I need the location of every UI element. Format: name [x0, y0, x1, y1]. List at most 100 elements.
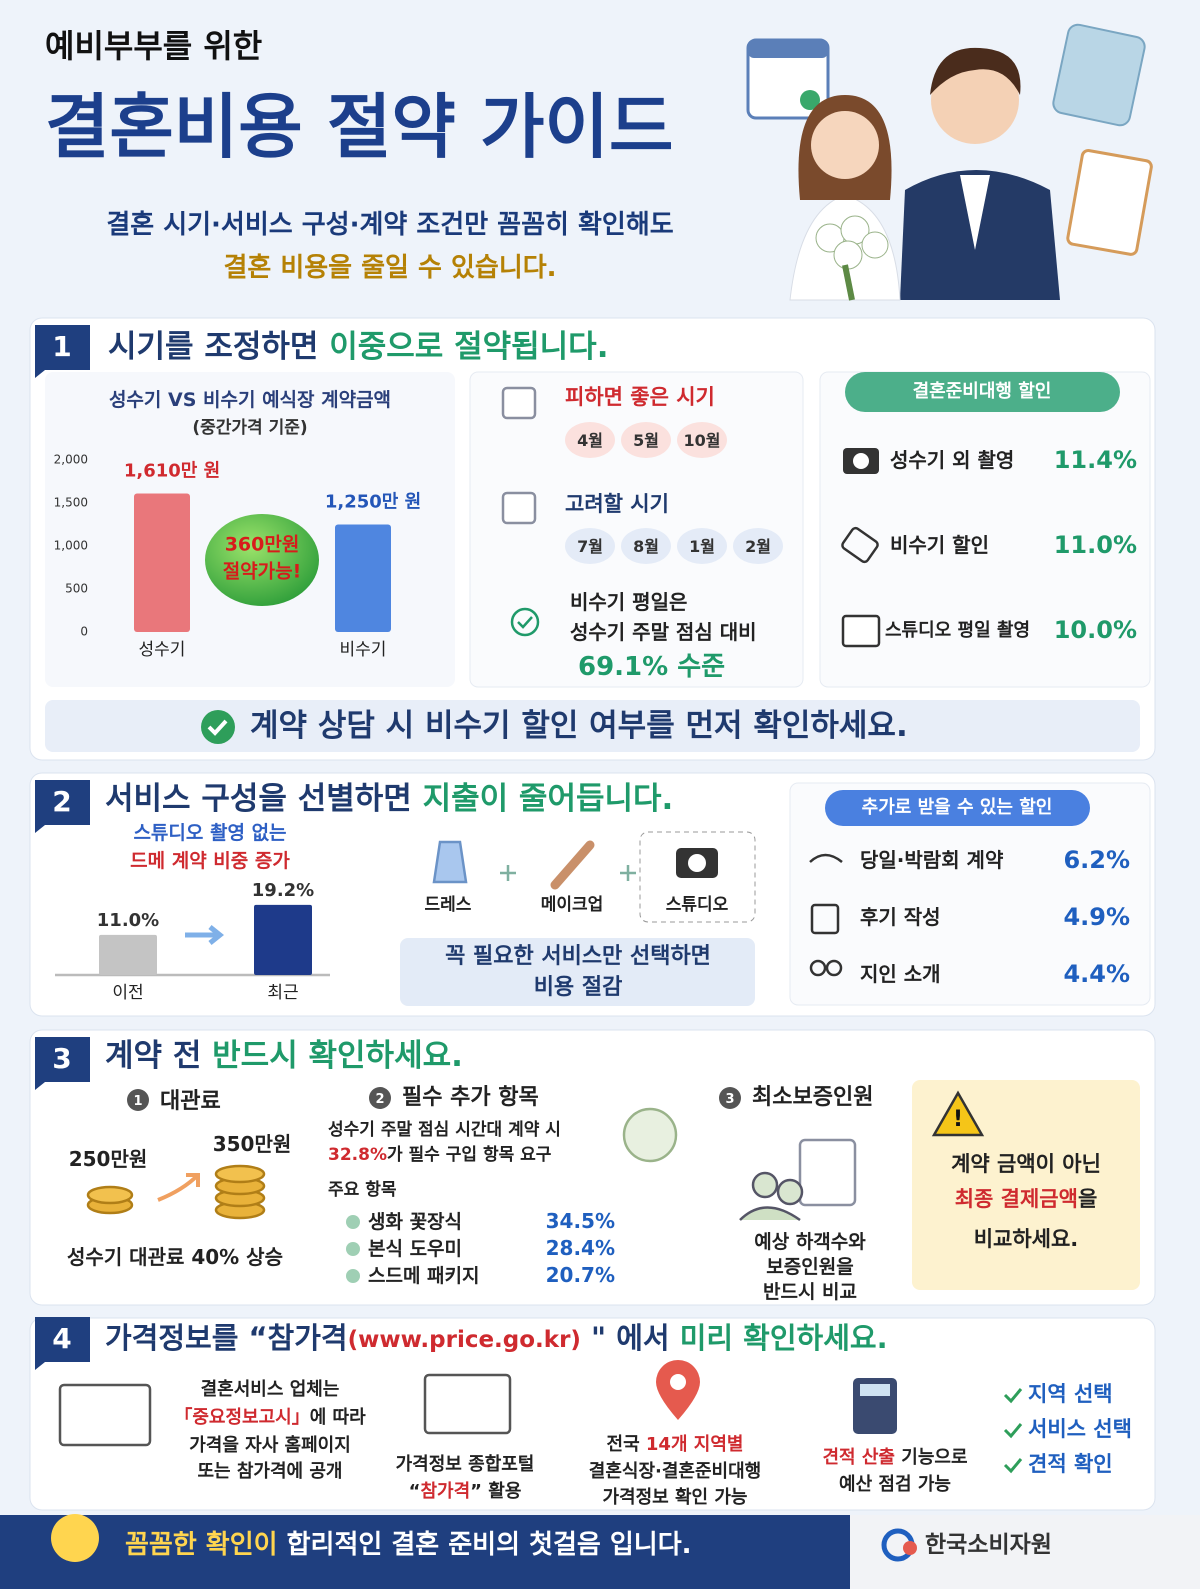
month-part: 8월: [633, 537, 659, 556]
section-number: 2: [52, 785, 71, 818]
makeup-icon: [550, 840, 595, 890]
note-box: [400, 938, 755, 1006]
month-pill: [677, 422, 727, 458]
item-text: 성수기 주말 점심 시간대 계약 시: [328, 1119, 561, 1140]
discount-label-part: 후기 작성: [860, 905, 941, 929]
footer-message-part: 합리적인 결혼 준비의 첫걸음 입니다.: [278, 1530, 692, 1560]
price: 250만원: [69, 1147, 148, 1171]
footer-message: 꼼꼼한 확인이 합리적인 결혼 준비의 첫걸음 입니다.: [125, 1530, 692, 1560]
info-text: 전국 14개 지역별: [607, 1434, 744, 1455]
step: 지역 선택: [1028, 1382, 1113, 1406]
y-tick-label: 1,500: [54, 496, 88, 510]
section-badge: [35, 1037, 90, 1090]
org-name: 한국소비자원: [925, 1532, 1052, 1558]
discount-label: 성수기 외 촬영: [890, 448, 1014, 472]
discount-label-part: 지인 소개: [860, 962, 941, 986]
service-label: 드레스: [425, 895, 472, 915]
warning-text-part: 계약 금액이 아닌: [951, 1152, 1101, 1176]
list-label: 스드메 패키지: [368, 1265, 480, 1287]
month: 2월: [745, 537, 771, 556]
people-icon: [809, 959, 827, 977]
section-number: 1: [52, 330, 71, 363]
item-note: 예상 하객수와: [754, 1231, 866, 1253]
info-text-part: 참가격: [420, 1481, 470, 1502]
discount-label-part: 스튜디오 평일 촬영: [885, 620, 1030, 641]
check-icon: [510, 607, 540, 637]
pill-title-part: 추가로 받을 수 있는 할인: [862, 796, 1053, 818]
discount-value: 11.4%: [1054, 446, 1137, 474]
service-label: 스튜디오: [666, 895, 729, 915]
section-title: 가격정보를 “참가격(www.price.go.kr) " 에서 미리 확인하세…: [105, 1321, 888, 1355]
y-tick-label: 0: [80, 625, 88, 639]
calendar-icon: [501, 491, 537, 525]
annotation: 절약가능!: [223, 561, 302, 583]
section-title-part: 계약 전: [105, 1038, 212, 1074]
item-title: 대관료: [160, 1089, 221, 1114]
warning-icon: [931, 1090, 985, 1137]
section-title-part: 반드시 확인하세요.: [212, 1038, 463, 1074]
info-text-part: 「중요정보고시」: [174, 1406, 309, 1428]
note-part: 비용 절감: [534, 975, 623, 1000]
month-part: 2월: [745, 537, 771, 556]
camera-lens: [688, 854, 706, 872]
info-text-part: “: [409, 1481, 421, 1502]
bullet: [346, 1215, 360, 1229]
people-icon: [825, 959, 843, 977]
chart-title: 스튜디오 촬영 없는: [133, 822, 286, 844]
warning-symbol-part: !: [953, 1107, 963, 1132]
month-pill: [733, 528, 783, 564]
bar: [99, 934, 157, 975]
value-label: 1,610만 원: [124, 461, 220, 482]
bullet: [346, 1242, 360, 1256]
value-label: 1,250만 원: [325, 492, 421, 513]
section-title-part: 시기를 조정하면: [108, 329, 329, 365]
bar: [254, 904, 312, 975]
bouquet: [815, 215, 889, 301]
month-part: 7월: [577, 537, 603, 556]
discount-value-part: 6.2%: [1063, 846, 1130, 874]
discount-value-part: 11.0%: [1054, 531, 1137, 559]
month-part: 5월: [633, 431, 659, 450]
service-label-part: 메이크업: [541, 895, 604, 915]
x-tick-label: 비수기: [340, 640, 387, 660]
pill-title-part: 결혼준비대행 할인: [913, 380, 1052, 402]
logo-dot: [903, 1541, 917, 1555]
camera-lens: [853, 453, 869, 469]
month-pill: [621, 422, 671, 458]
list-value: 34.5%: [546, 1209, 615, 1233]
item-title-part: 필수 추가 항목: [402, 1085, 539, 1110]
tag-icon: [841, 526, 879, 564]
item-note-part: 예상 하객수와: [754, 1231, 866, 1253]
discount-value-part: 4.9%: [1063, 903, 1130, 931]
item-title: 최소보증인원: [752, 1085, 873, 1110]
calculator-screen: [860, 1384, 890, 1396]
discount-value: 11.0%: [1054, 531, 1137, 559]
list-label-part: 스드메 패키지: [368, 1265, 480, 1287]
marker-number: 2: [375, 1092, 384, 1107]
note-part: 비수기 평일은: [570, 590, 687, 614]
section-badge: [35, 1317, 90, 1370]
step: 서비스 선택: [1028, 1417, 1132, 1441]
section-number: 3: [52, 1042, 71, 1075]
clipboard-icon: [1066, 149, 1153, 256]
info-text-part: ” 활용: [470, 1481, 521, 1502]
service-label: 메이크업: [541, 895, 604, 915]
main-title-part: 결혼비용 절약 가이드: [45, 86, 673, 168]
discount-label: 비수기 할인: [890, 533, 989, 557]
dress-icon: [432, 840, 468, 884]
month: 7월: [577, 537, 603, 556]
info-text-part: 가격정보 종합포털: [396, 1453, 535, 1475]
calendar-icon: [501, 386, 537, 420]
month-pill: [677, 528, 727, 564]
value-label: 11.0%: [97, 910, 159, 931]
groom-shirt: [960, 175, 990, 250]
x-tick-label: 최근: [267, 983, 298, 1003]
subtitle: 결혼 비용을 줄일 수 있습니다.: [223, 253, 556, 283]
price: 350만원: [213, 1132, 292, 1156]
period-label: 피하면 좋은 시기: [565, 385, 715, 409]
banner-check-mark: [207, 719, 228, 736]
item-note-part: 반드시 비교: [763, 1281, 857, 1303]
section-number: 4: [52, 1322, 71, 1355]
info-text: 가격정보 확인 가능: [602, 1487, 747, 1508]
